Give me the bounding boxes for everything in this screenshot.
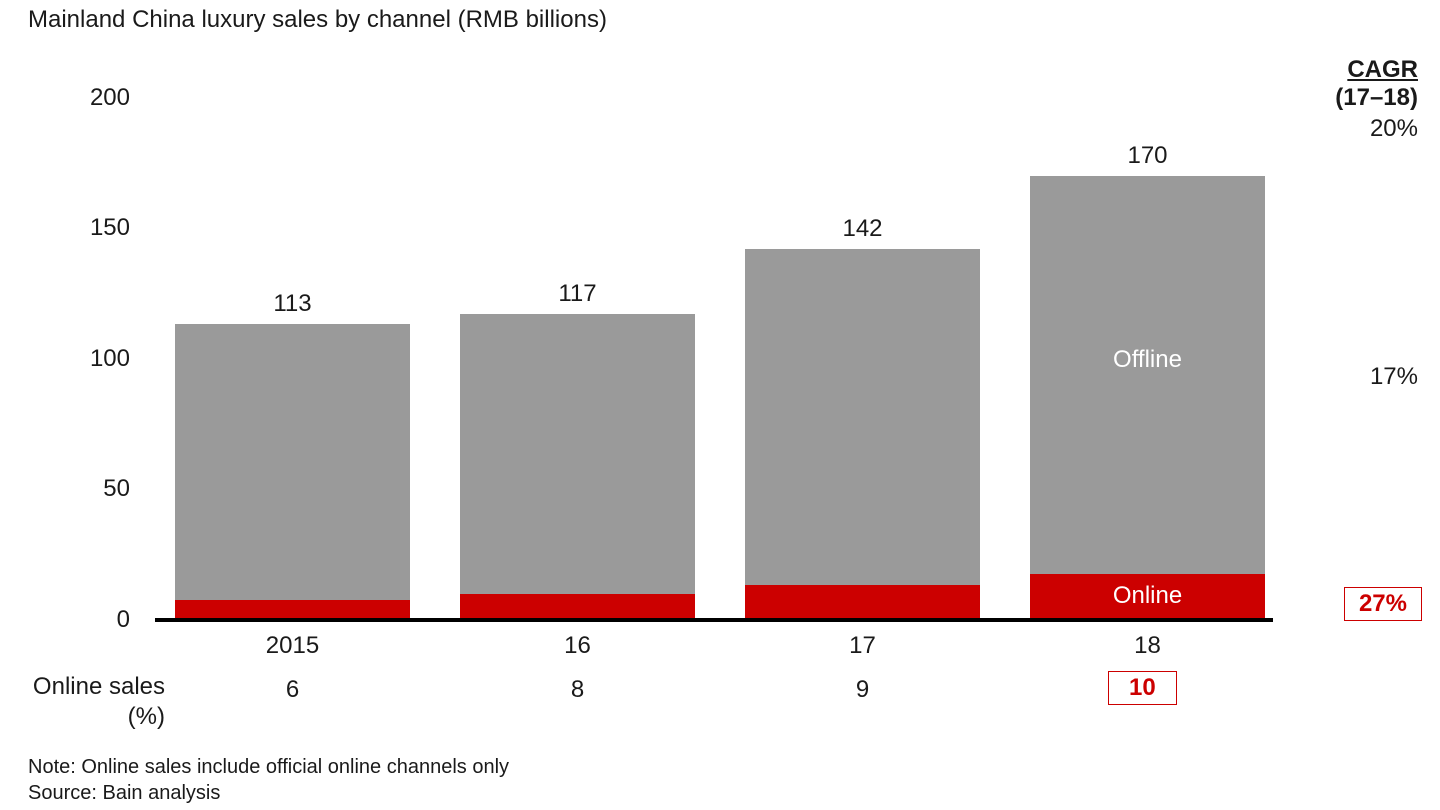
bar-17-online — [745, 585, 980, 618]
online-pct-16: 8 — [460, 676, 695, 704]
cagr-header-line1: CAGR — [1347, 56, 1418, 83]
online-pct-2015: 6 — [175, 676, 410, 704]
bar-2015-total: 113 — [175, 290, 410, 318]
bar-17: 142 — [745, 249, 980, 618]
x-cat-17: 17 — [745, 632, 980, 660]
bar-18-total: 170 — [1030, 142, 1265, 170]
cagr-header: CAGR (17–18) — [1335, 56, 1418, 112]
online-sales-row-label-text: Online sales (%) — [33, 673, 165, 730]
x-cat-2015: 2015 — [175, 632, 410, 660]
cagr-total: 20% — [1370, 115, 1418, 143]
y-tick-100: 100 — [50, 345, 130, 373]
chart-title: Mainland China luxury sales by channel (… — [28, 6, 607, 34]
cagr-offline: 17% — [1370, 363, 1418, 391]
cagr-header-line2: (17–18) — [1335, 84, 1418, 111]
x-cat-16: 16 — [460, 632, 695, 660]
footnote-note: Note: Online sales include official onli… — [28, 756, 509, 779]
series-label-online: Online — [1030, 582, 1265, 610]
bar-16-offline — [460, 314, 695, 594]
x-axis-baseline — [155, 618, 1273, 622]
y-tick-0: 0 — [50, 606, 130, 634]
cagr-online: 27% — [1344, 587, 1422, 621]
y-tick-50: 50 — [50, 475, 130, 503]
y-tick-200: 200 — [50, 84, 130, 112]
bar-16-total: 117 — [460, 280, 695, 308]
bar-17-total: 142 — [745, 215, 980, 243]
online-sales-row-label: Online sales (%) — [20, 672, 165, 732]
online-pct-17: 9 — [745, 676, 980, 704]
bar-2015-offline — [175, 324, 410, 600]
footnote-source: Source: Bain analysis — [28, 782, 220, 805]
bar-18: Online Offline 170 — [1030, 176, 1265, 618]
bar-2015: 113 — [175, 324, 410, 618]
bar-17-offline — [745, 249, 980, 585]
bar-16: 117 — [460, 314, 695, 618]
online-pct-18: 10 — [1108, 671, 1177, 705]
series-label-offline: Offline — [1030, 346, 1265, 374]
x-cat-18: 18 — [1030, 632, 1265, 660]
bar-16-online — [460, 594, 695, 618]
bar-18-offline: Offline — [1030, 176, 1265, 574]
bar-2015-online — [175, 600, 410, 618]
y-tick-150: 150 — [50, 214, 130, 242]
bar-18-online: Online — [1030, 574, 1265, 618]
